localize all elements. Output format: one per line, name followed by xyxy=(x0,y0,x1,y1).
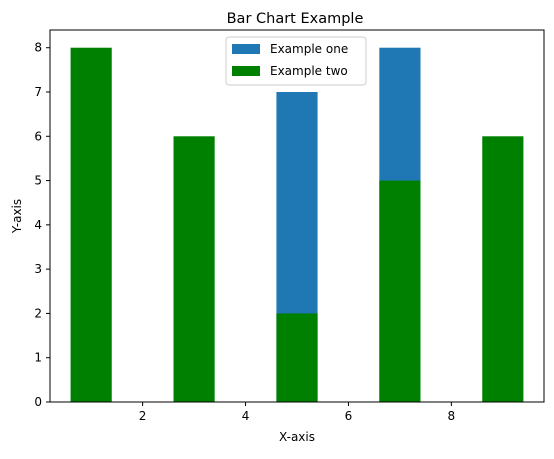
legend-label-example-one: Example one xyxy=(270,42,348,56)
x-tick-label: 4 xyxy=(242,409,250,423)
bar-example-two-x9 xyxy=(482,136,524,403)
y-tick-label: 8 xyxy=(34,41,42,55)
y-axis-label: Y-axis xyxy=(10,199,24,234)
legend-frame xyxy=(225,36,367,86)
y-axis-ticks: 0 1 2 3 4 5 6 7 8 xyxy=(34,41,50,409)
chart-title: Bar Chart Example xyxy=(227,11,364,27)
y-tick-label: 5 xyxy=(34,174,42,188)
bar-example-two-x1 xyxy=(70,47,112,402)
legend-swatch-example-two xyxy=(232,66,260,76)
y-tick-label: 2 xyxy=(34,306,42,320)
legend-swatch-example-one xyxy=(232,44,260,54)
x-axis-label: X-axis xyxy=(279,430,315,444)
y-tick-label: 0 xyxy=(34,395,42,409)
plot-frame xyxy=(49,29,545,403)
bar-example-two-x7 xyxy=(379,180,421,402)
bar-example-two-x3 xyxy=(173,136,215,403)
x-tick-label: 2 xyxy=(139,409,147,423)
legend-label-example-two: Example two xyxy=(270,64,348,78)
x-tick-label: 8 xyxy=(448,409,456,423)
bar-example-two-x5 xyxy=(276,313,318,402)
y-tick-label: 4 xyxy=(34,218,42,232)
x-axis-ticks: 2 4 6 8 xyxy=(139,402,455,423)
y-tick-label: 6 xyxy=(34,129,42,143)
legend: Example one Example two xyxy=(225,36,367,86)
bars-layer xyxy=(70,47,524,403)
x-tick-label: 6 xyxy=(345,409,353,423)
y-tick-label: 7 xyxy=(34,85,42,99)
y-tick-label: 3 xyxy=(34,262,42,276)
y-tick-label: 1 xyxy=(34,351,42,365)
